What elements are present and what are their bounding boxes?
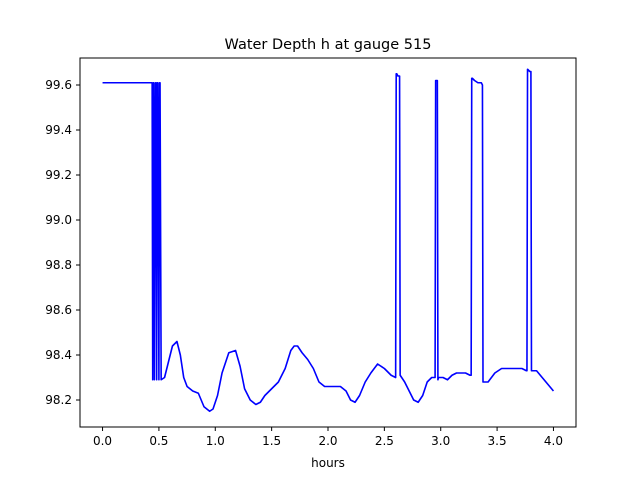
x-tick-label: 3.0 (431, 434, 450, 448)
x-tick-label: 0.0 (93, 434, 112, 448)
x-tick-label: 2.0 (318, 434, 337, 448)
chart-title: Water Depth h at gauge 515 (225, 37, 432, 53)
y-tick-label: 98.2 (45, 393, 72, 407)
x-tick-label: 1.5 (262, 434, 281, 448)
x-tick-label: 1.0 (206, 434, 225, 448)
x-tick-label: 4.0 (544, 434, 563, 448)
y-tick-label: 99.4 (45, 123, 72, 137)
y-tick-label: 98.6 (45, 303, 72, 317)
y-tick-label: 98.4 (45, 348, 72, 362)
x-axis-label: hours (311, 456, 345, 470)
y-axis: 98.2 98.4 98.6 98.8 99.0 99.2 99.4 99.6 (45, 78, 80, 407)
x-tick-label: 2.5 (375, 434, 394, 448)
series-line-0 (102, 68, 555, 413)
plot-area (80, 58, 576, 427)
x-tick-label: 3.5 (488, 434, 507, 448)
series-layer (102, 68, 555, 413)
y-tick-label: 99.2 (45, 168, 72, 182)
x-tick-label: 0.5 (149, 434, 168, 448)
x-axis: 0.0 0.5 1.0 1.5 2.0 2.5 3.0 3.5 4.0 (93, 427, 563, 448)
y-tick-label: 99.6 (45, 78, 72, 92)
y-tick-label: 99.0 (45, 213, 72, 227)
y-tick-label: 98.8 (45, 258, 72, 272)
